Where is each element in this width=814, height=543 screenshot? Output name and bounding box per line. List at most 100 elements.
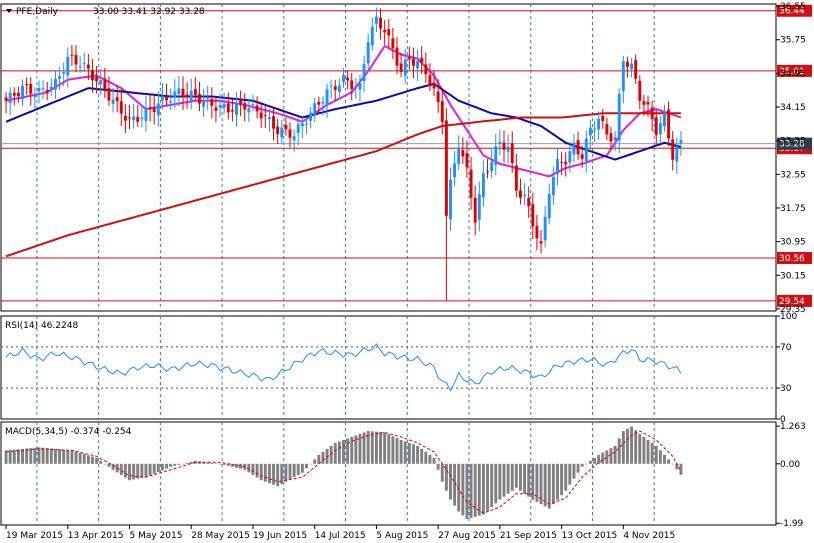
candle-body: [255, 105, 259, 112]
macd-bar: [671, 463, 675, 465]
candle-body: [420, 57, 424, 63]
macd-bar: [654, 445, 658, 464]
candle-body: [239, 100, 243, 104]
macd-bar: [407, 442, 411, 464]
macd-title: MACD(5,34,5) -0.374 -0.254: [5, 427, 132, 437]
price-level-label: 35.01: [779, 67, 805, 77]
macd-bar: [638, 433, 642, 464]
candle-body: [535, 225, 539, 239]
candle-body: [230, 110, 234, 112]
candle-body: [49, 86, 53, 90]
candle-body: [416, 61, 420, 69]
candle-body: [597, 118, 601, 130]
candle-body: [547, 193, 551, 219]
moving-average-ma_mid: [5, 82, 682, 161]
macd-bar: [436, 463, 440, 470]
candle-body: [576, 140, 580, 155]
macd-bar: [675, 463, 679, 470]
candle-body: [267, 117, 271, 120]
macd-bar: [16, 449, 20, 464]
macd-bar: [494, 463, 498, 504]
candle-body: [309, 112, 313, 121]
macd-bar: [267, 463, 271, 484]
collapse-triangle-icon[interactable]: [6, 9, 12, 13]
macd-bar: [119, 463, 123, 475]
macd-bar: [206, 462, 210, 464]
candle-body: [424, 64, 428, 75]
vertical-grid: [36, 4, 655, 525]
macd-bar: [597, 454, 601, 464]
macd-bar: [91, 456, 94, 464]
macd-bar: [387, 434, 391, 464]
candle-body: [568, 151, 572, 163]
candle-body: [539, 241, 543, 244]
ohlc-values: 33.00 33.41 32.92 33.28: [93, 7, 205, 17]
candle-body: [477, 194, 481, 220]
macd-bar: [45, 448, 49, 464]
candle-body: [498, 141, 502, 144]
candle-body: [395, 47, 399, 66]
candle-body: [333, 86, 337, 90]
candle-body: [510, 143, 514, 164]
rsi-panel-frame: [0, 315, 777, 420]
price-panel-frame: [0, 3, 777, 312]
candle-body: [259, 112, 263, 119]
candle-body: [276, 126, 280, 135]
macd-bar: [556, 463, 559, 500]
macd-bar: [588, 460, 592, 464]
macd-bar: [481, 463, 485, 515]
macd-bar: [650, 442, 654, 464]
candle-body: [91, 69, 94, 81]
candle-body: [181, 88, 185, 98]
macd-bar: [551, 463, 555, 505]
macd-bar: [165, 463, 169, 469]
macd-bar: [625, 428, 629, 464]
rsi-tick-label: 70: [780, 343, 792, 353]
macd-bar: [202, 461, 206, 464]
price-tick-label: 32.55: [780, 170, 806, 180]
macd-bar: [370, 431, 374, 464]
macd-bar: [502, 463, 506, 497]
candle-body: [325, 89, 329, 106]
macd-bar: [263, 463, 267, 482]
macd-bar: [305, 463, 308, 469]
candle-body: [444, 120, 448, 216]
candle-body: [432, 82, 436, 89]
macd-bar: [374, 431, 378, 464]
candle-body: [523, 194, 527, 196]
price-level-tag: [777, 252, 812, 265]
macd-bar: [177, 463, 181, 465]
candle-body: [128, 117, 131, 119]
macd-bar: [457, 463, 461, 512]
candle-body: [33, 94, 37, 97]
macd-bar: [235, 463, 238, 468]
candle-body: [58, 76, 62, 79]
macd-bar: [156, 463, 160, 473]
price-tick-label: 34.95: [780, 69, 806, 79]
candle-body: [564, 161, 568, 165]
macd-bar: [214, 463, 218, 464]
candle-body: [243, 103, 247, 110]
candle-body: [222, 103, 226, 108]
macd-bar: [292, 463, 296, 478]
macd-bar: [646, 439, 650, 464]
candle-body: [391, 38, 395, 49]
candle-body: [62, 71, 66, 74]
macd-bar: [111, 463, 115, 470]
time-tick-label: 28 May 2015: [191, 531, 250, 541]
candle-body: [543, 216, 547, 241]
macd-bar: [160, 463, 164, 471]
macd-bar: [510, 463, 514, 491]
macd-bar: [300, 463, 304, 473]
macd-bar: [41, 447, 45, 464]
candle-body: [226, 103, 230, 113]
candle-body: [658, 123, 662, 135]
macd-bar: [399, 439, 403, 464]
macd-bar: [346, 438, 350, 464]
macd-bar: [8, 449, 12, 464]
candle-body: [136, 117, 140, 122]
macd-bar: [383, 432, 387, 464]
candle-body: [457, 147, 461, 164]
candle-body: [671, 139, 675, 160]
